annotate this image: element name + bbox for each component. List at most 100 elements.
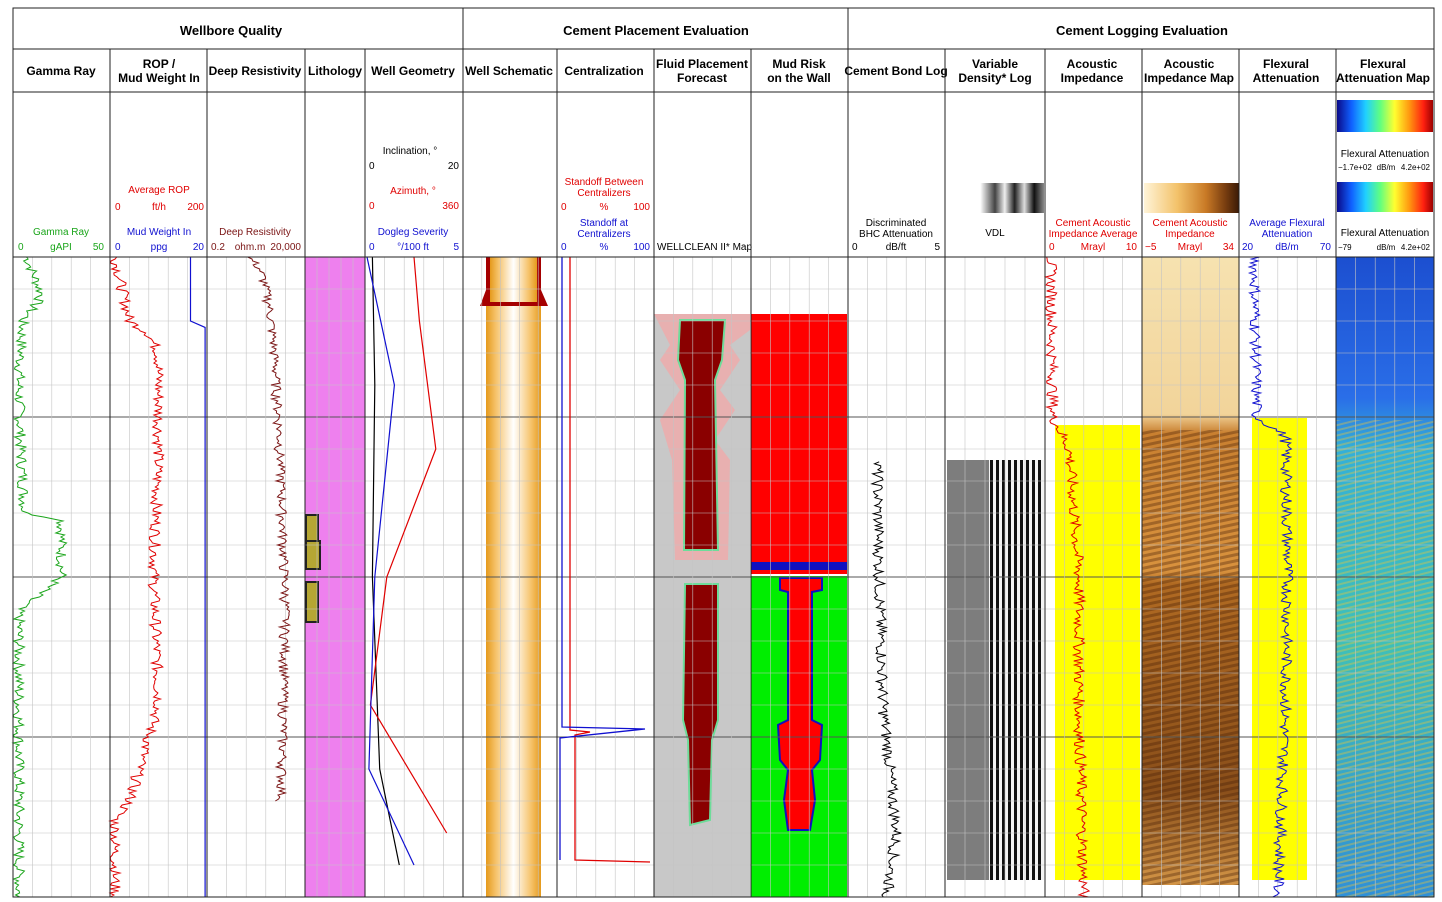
fluid-placement-mud-lower xyxy=(681,583,719,827)
scale-rop-max: 200 xyxy=(187,202,204,213)
scale-gamma-unit: gAPI xyxy=(50,242,72,253)
track-title-mud-risk: Mud Risk on the Wall xyxy=(767,57,831,85)
track-title-variable-density-log: Variable Density* Log xyxy=(958,57,1031,85)
curve-average-rop xyxy=(108,256,165,898)
scale-standoff-between-unit: % xyxy=(600,202,609,213)
track-title-rop-mud-weight: ROP / Mud Weight In xyxy=(118,57,200,85)
curve-inclination xyxy=(371,256,400,866)
scale-gamma-max: 50 xyxy=(93,242,105,253)
scale-bhc-max: 5 xyxy=(934,242,940,253)
curve-gamma-ray xyxy=(11,256,68,898)
scale-resistivity-name: Deep Resistivity xyxy=(219,227,291,238)
scale-dogleg-name: Dogleg Severity xyxy=(378,227,449,238)
ai-map-legend-strip xyxy=(1144,183,1239,213)
scale-bhc-unit: dB/ft xyxy=(886,242,907,253)
scale-ai-unit: Mrayl xyxy=(1081,242,1105,253)
scale-aimap-unit: Mrayl xyxy=(1178,242,1202,253)
scale-gamma-name: Gamma Ray xyxy=(33,227,89,238)
scale-flex-name: Average Flexural Attenuation xyxy=(1249,218,1324,240)
scale-gamma-min: 0 xyxy=(18,242,24,253)
track-title-deep-resistivity: Deep Resistivity xyxy=(209,64,302,78)
scale-flexmap1-min: −1.7e+02 xyxy=(1338,163,1372,172)
scale-flexmap1-name: Flexural Attenuation xyxy=(1341,149,1429,160)
track-frame xyxy=(12,7,1435,898)
track-title-well-geometry: Well Geometry xyxy=(371,64,455,78)
group-cement-logging: Cement Logging Evaluation xyxy=(1056,23,1228,38)
curve-average-flexural-attenuation xyxy=(1247,256,1294,898)
scale-azimuth-name: Azimuth, ° xyxy=(390,186,436,197)
scale-flex-unit: dB/m xyxy=(1275,242,1298,253)
centralization-standoff-between-curve xyxy=(569,257,651,863)
scale-standoff-between-name: Standoff Between Centralizers xyxy=(565,177,644,199)
scale-azimuth-min: 0 xyxy=(369,201,375,212)
scale-standoff-at-name: Standoff at Centralizers xyxy=(577,218,630,240)
fluid-placement-mud-core xyxy=(676,319,727,551)
scale-resistivity-unit: ohm.m xyxy=(235,242,266,253)
mud-risk-red xyxy=(751,314,847,574)
log-curves xyxy=(11,256,1294,898)
scale-mudweight-min: 0 xyxy=(115,242,121,253)
scale-inclination-name: Inclination, ° xyxy=(383,146,438,157)
lithology-sand-beds xyxy=(305,514,321,623)
well-schematic-shoe-inner xyxy=(490,257,537,302)
depth-grid xyxy=(13,257,1434,897)
scale-flexmap1-max: 4.2e+02 xyxy=(1401,163,1431,172)
scale-standoff-between-min: 0 xyxy=(561,202,567,213)
scale-standoff-at-max: 100 xyxy=(633,242,650,253)
scale-ai-max: 10 xyxy=(1126,242,1138,253)
scale-rop-min: 0 xyxy=(115,202,121,213)
scale-flex-min: 20 xyxy=(1242,242,1254,253)
scale-flexmap2-min: −79 xyxy=(1338,243,1352,252)
curve-dogleg-severity xyxy=(366,256,415,866)
group-header-row: Wellbore Quality Cement Placement Evalua… xyxy=(180,23,1228,38)
scale-dogleg-min: 0 xyxy=(369,242,375,253)
scale-mudweight-name: Mud Weight In xyxy=(127,227,191,238)
scale-mudweight-max: 20 xyxy=(193,242,205,253)
mud-risk-blue-band xyxy=(751,562,847,570)
vdl-image xyxy=(947,460,989,880)
track-title-flexural-attenuation: Flexural Attenuation xyxy=(1253,57,1320,85)
group-cement-placement: Cement Placement Evaluation xyxy=(563,23,749,38)
group-wellbore-quality: Wellbore Quality xyxy=(180,23,283,38)
scale-dogleg-unit: °/100 ft xyxy=(397,242,429,253)
flex-map-legend-strip-1 xyxy=(1337,100,1433,132)
scale-rop-name: Average ROP xyxy=(128,185,190,196)
scale-inclination-min: 0 xyxy=(369,161,375,172)
scale-flex-max: 70 xyxy=(1320,242,1332,253)
track-title-flexural-attenuation-map: Flexural Attenuation Map xyxy=(1336,57,1430,85)
scale-aimap-min: −5 xyxy=(1145,242,1157,253)
scale-ai-name: Cement Acoustic Impedance Average xyxy=(1049,218,1138,240)
track-title-fluid-placement: Fluid Placement Forecast xyxy=(656,57,748,85)
scale-inclination-max: 20 xyxy=(448,161,460,172)
scale-mudweight-unit: ppg xyxy=(151,242,168,253)
flex-map-legend-strip-2 xyxy=(1337,182,1433,212)
scale-resistivity-max: 20,000 xyxy=(270,242,301,253)
curve-discriminated-bhc-attenuation xyxy=(870,461,902,898)
scale-standoff-at-unit: % xyxy=(600,242,609,253)
centralization-standoff-at-curve xyxy=(559,257,646,860)
track-title-acoustic-impedance: Acoustic Impedance xyxy=(1061,57,1124,85)
scale-resistivity-min: 0.2 xyxy=(211,242,225,253)
scale-vdl-name: VDL xyxy=(985,228,1005,239)
flex-map-stripes xyxy=(1336,420,1434,897)
scale-wellclean-name: WELLCLEAN II* Map xyxy=(657,242,752,253)
track-title-acoustic-impedance-map: Acoustic Impedance Map xyxy=(1144,57,1234,85)
vdl-image-bars xyxy=(989,460,1044,880)
scale-bhc-name: Discriminated BHC Attenuation xyxy=(859,218,933,240)
scale-flexmap1-unit: dB/m xyxy=(1377,163,1396,172)
track-title-row: Gamma Ray ROP / Mud Weight In Deep Resist… xyxy=(26,57,1430,85)
track-title-centralization: Centralization xyxy=(564,64,643,78)
track-title-gamma-ray: Gamma Ray xyxy=(26,64,96,78)
scale-flexmap2-max: 4.2e+02 xyxy=(1401,243,1431,252)
scale-bhc-min: 0 xyxy=(852,242,858,253)
curve-mud-weight-in xyxy=(189,257,206,897)
header-scales: Gamma Ray 0 gAPI 50 Average ROP 0 ft/h 2… xyxy=(18,146,1431,253)
scale-aimap-max: 34 xyxy=(1223,242,1235,253)
scale-flexmap2-name: Flexural Attenuation xyxy=(1341,228,1429,239)
scale-aimap-name: Cement Acoustic Impedance xyxy=(1152,218,1227,240)
scale-ai-min: 0 xyxy=(1049,242,1055,253)
track-title-lithology: Lithology xyxy=(308,64,362,78)
curve-cement-acoustic-impedance-average xyxy=(1043,256,1091,898)
scale-standoff-at-min: 0 xyxy=(561,242,567,253)
